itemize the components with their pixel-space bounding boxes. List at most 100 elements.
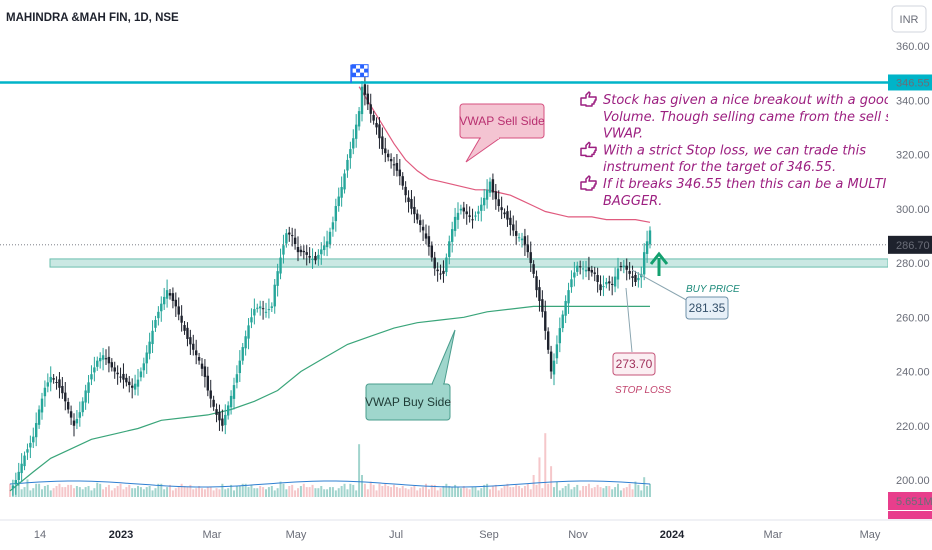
volume-bar (343, 483, 346, 497)
candle-body (66, 401, 70, 410)
volume-bar (297, 488, 299, 497)
volume-bar (477, 490, 480, 497)
volume-bar (454, 484, 457, 497)
volume-bar (102, 489, 105, 497)
vwap-sell-side-callout[interactable]: VWAP Sell Side (459, 103, 545, 163)
candle-body (410, 198, 413, 209)
candle-body (346, 159, 349, 171)
volume-bar (145, 487, 148, 497)
currency-button[interactable]: INR (891, 5, 927, 33)
volume-bar (457, 487, 459, 497)
candle-body (564, 300, 567, 316)
time-axis: 14 2023 Mar May Jul Sep Nov 2024 Mar May (0, 519, 932, 550)
candle-body (81, 401, 84, 413)
volume-bar (515, 484, 518, 497)
stop-loss-callout[interactable]: 273.70 STOP LOSS (612, 287, 671, 396)
candle-body (529, 252, 532, 263)
volume-bar (500, 488, 503, 497)
volume-bar (134, 488, 137, 497)
candle-body (354, 124, 358, 139)
volume-bar (305, 487, 308, 497)
candle-body (145, 352, 148, 364)
annotation-line: With a strict Stop loss, we can trade th… (603, 143, 866, 158)
candle-body (416, 213, 419, 220)
volume-bar (49, 490, 52, 497)
candle-body (253, 309, 256, 316)
volume-bar (20, 489, 23, 497)
candle-body (157, 311, 160, 319)
candle-body (87, 382, 90, 393)
candle-body (174, 299, 178, 307)
volume-bar (180, 483, 183, 497)
volume-bar (43, 486, 46, 497)
volume-bar (358, 444, 361, 497)
candle-body (46, 382, 50, 387)
y-tick-label: 240.00 (896, 367, 930, 379)
candle-body (480, 204, 483, 211)
candle-body (194, 350, 198, 356)
volume-bar (291, 484, 294, 497)
volume-bar (532, 475, 535, 497)
volume-bar (78, 487, 81, 497)
volume-bar (526, 483, 529, 497)
candle-body (200, 363, 204, 369)
up-arrow-icon (649, 251, 669, 276)
volume-bar (436, 490, 439, 497)
candle-body (448, 241, 451, 257)
candle-body (197, 357, 201, 361)
candle-body (503, 212, 506, 215)
candle-body (317, 254, 320, 259)
annotation-line: Volume. Though selling came from the sel… (603, 110, 912, 125)
volume-bar (241, 483, 244, 497)
volume-bar (125, 487, 128, 497)
candle-body (378, 124, 381, 139)
candle-body (241, 347, 244, 361)
candle-body (49, 376, 52, 383)
annotation-line: VWAP. (603, 127, 643, 142)
candle-body (392, 164, 396, 166)
candle-body (450, 229, 454, 242)
candle-body (128, 381, 131, 386)
candle-body (75, 418, 79, 424)
candle-body (72, 420, 76, 426)
resistance-price-tag: 346.55 (888, 74, 932, 91)
candle-body (645, 241, 649, 254)
volume-bar (38, 483, 41, 497)
candle-body (386, 153, 390, 158)
candle-body (439, 273, 442, 275)
volume-bar (96, 482, 99, 497)
candle-body (599, 284, 602, 291)
volume-bar (212, 490, 215, 497)
volume-bar (282, 483, 285, 497)
buy-price-callout[interactable]: BUY PRICE 281.35 (631, 269, 740, 320)
candle-body (363, 84, 367, 95)
candle-body (168, 293, 172, 296)
candle-body (37, 409, 41, 425)
volume-bar (75, 486, 78, 497)
volume-bar (203, 489, 206, 497)
annotation-line: Stock has given a nice breakout with a g… (603, 93, 893, 108)
vwap-buy-side-callout[interactable]: VWAP Buy Side (365, 329, 456, 421)
candle-body (360, 86, 364, 115)
candle-body (334, 206, 338, 222)
candle-body (250, 317, 253, 323)
candle-body (299, 249, 303, 253)
volume-bar (174, 488, 177, 497)
candle-body (171, 293, 175, 301)
volume-bar (52, 488, 55, 497)
candle-body (98, 357, 102, 362)
volume-bar (128, 484, 131, 497)
volume-bar (567, 483, 570, 497)
candle-body (101, 355, 105, 360)
candle-body (40, 398, 44, 413)
pointing-hand-icon (580, 91, 597, 107)
volume-bar (209, 487, 212, 497)
time-axis-bg (0, 520, 888, 550)
volume-bar (471, 487, 474, 497)
candle-body (192, 343, 195, 350)
candle-body (189, 337, 192, 345)
volume-bar (35, 483, 38, 497)
candle-body (177, 306, 180, 315)
volume-bar (163, 489, 166, 497)
